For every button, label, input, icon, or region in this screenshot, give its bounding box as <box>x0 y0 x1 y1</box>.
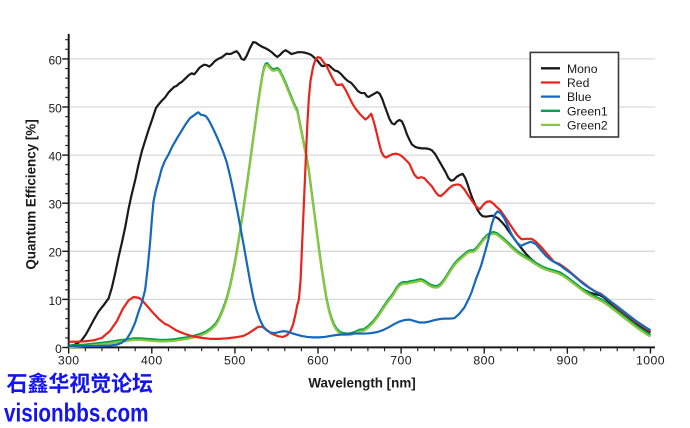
svg-text:10: 10 <box>48 294 62 308</box>
svg-text:40: 40 <box>48 150 62 164</box>
svg-text:1000: 1000 <box>636 354 665 368</box>
svg-text:Mono: Mono <box>567 62 598 76</box>
svg-text:Green2: Green2 <box>567 119 608 133</box>
svg-text:900: 900 <box>557 354 579 368</box>
svg-text:20: 20 <box>48 246 62 260</box>
svg-text:Green1: Green1 <box>567 104 608 118</box>
svg-text:Blue: Blue <box>567 90 592 104</box>
svg-text:0: 0 <box>55 342 62 356</box>
svg-text:Red: Red <box>567 76 589 90</box>
svg-text:700: 700 <box>390 354 412 368</box>
svg-text:500: 500 <box>224 354 246 368</box>
svg-text:Quantum Efficiency [%]: Quantum Efficiency [%] <box>24 119 39 269</box>
svg-text:600: 600 <box>307 354 329 368</box>
svg-text:60: 60 <box>48 53 62 67</box>
svg-text:800: 800 <box>473 354 495 368</box>
svg-text:300: 300 <box>58 354 80 368</box>
svg-text:visionbbs.com: visionbbs.com <box>4 398 149 428</box>
svg-text:30: 30 <box>48 198 62 212</box>
svg-text:50: 50 <box>48 101 62 115</box>
svg-text:Wavelength [nm]: Wavelength [nm] <box>308 375 415 390</box>
svg-text:400: 400 <box>141 354 163 368</box>
